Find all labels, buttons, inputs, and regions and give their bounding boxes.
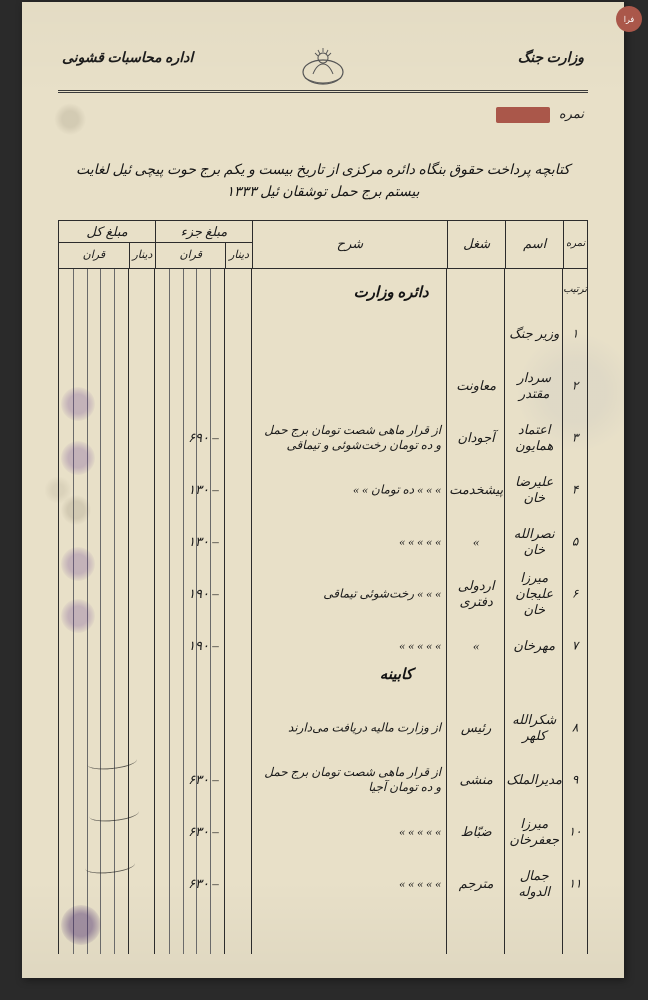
cell-minor-amount: ۶۹۰ – — [155, 430, 252, 446]
cell-desc: از قرار ماهی شصت تومان برج حمل و ده توما… — [252, 423, 447, 453]
cell-job: پیشخدمت — [447, 482, 505, 498]
cell-desc: » » » » » — [252, 825, 447, 840]
cell-name: مدیرالملک — [505, 772, 563, 788]
cell-rownum: ۲ — [563, 379, 587, 394]
cell-name: وزیر جنگ — [505, 326, 563, 342]
col-major-dinar: دینار — [129, 243, 155, 269]
cell-rownum: ۳ — [563, 431, 587, 446]
cell-rownum: ۷ — [563, 639, 587, 654]
cell-minor-amount: ۶۳۰ – — [155, 772, 252, 788]
document-number: نمره — [496, 106, 584, 123]
cell-name: جمال الدوله — [505, 868, 563, 900]
cell-rownum: ۱ — [563, 327, 587, 342]
section-heading-1: دائره وزارت — [354, 283, 429, 302]
col-job: شغل — [447, 221, 505, 269]
col-minor-group: مبلغ جزء — [155, 221, 252, 243]
cell-rownum: ۱۱ — [563, 877, 587, 892]
cell-job: اردولی دفتری — [447, 578, 505, 610]
header: اداره محاسبات قشونی وزارت جنگ — [58, 50, 588, 90]
table-row: ۸شکرالله کلهررئیساز وزارت مالیه دریافت م… — [59, 703, 587, 753]
table-row: ۶میرزا علیجان خاناردولی دفتری» » » رخت‌ش… — [59, 569, 587, 619]
cell-name: سردار مقتدر — [505, 370, 563, 402]
cell-job: ضبّاط — [447, 824, 505, 840]
col-minor-qiran: قران — [155, 243, 225, 269]
section-heading-2: کابینه — [380, 665, 413, 684]
header-left: اداره محاسبات قشونی — [62, 50, 193, 67]
cell-minor-amount: ۶۳۰ – — [155, 824, 252, 840]
cell-rownum: ۹ — [563, 773, 587, 788]
cell-minor-amount: ۱۳۰ – — [155, 482, 252, 498]
cell-desc: » » » » » — [252, 639, 447, 654]
table-row: ۴علیرضا خانپیشخدمت» » » ده تومان » »۱۳۰ … — [59, 465, 587, 515]
number-label: نمره — [559, 106, 584, 121]
col-name: اسم — [505, 221, 563, 269]
table-row: ۱۰میرزا جعفرخانضبّاط» » » » »۶۳۰ – — [59, 807, 587, 857]
cell-job: مترجم — [447, 876, 505, 892]
cell-desc: » » » ده تومان » » — [252, 483, 447, 498]
cell-minor-amount: ۱۹۰ – — [155, 638, 252, 654]
table-row: ۵نصرالله خان»» » » » »۱۳۰ – — [59, 517, 587, 567]
cell-name: مهرخان — [505, 638, 563, 654]
header-rule — [58, 90, 588, 93]
cell-minor-amount: ۱۳۰ – — [155, 534, 252, 550]
seal-stamp — [61, 495, 91, 525]
table-row: ۷مهرخان»» » » » »۱۹۰ – — [59, 621, 587, 671]
ledger-table: نمره ترتیب اسم شغل شرح مبلغ جزء مبلغ کل … — [58, 220, 588, 954]
seal-stamp — [61, 441, 95, 475]
seal-stamp — [61, 905, 101, 945]
document-title: کتابچه پرداخت حقوق بنگاه دائره مرکزی از … — [58, 160, 588, 205]
cell-desc: » » » » » — [252, 535, 447, 550]
content-area: اداره محاسبات قشونی وزارت جنگ نمره کتابچ… — [58, 50, 588, 958]
table-row: ۳اعتماد همایونآجوداناز قرار ماهی شصت توم… — [59, 413, 587, 463]
cell-name: اعتماد همایون — [505, 422, 563, 454]
cell-rownum: ۱۰ — [563, 825, 587, 840]
cell-job: منشی — [447, 772, 505, 788]
cell-rownum: ۸ — [563, 721, 587, 736]
seal-stamp — [61, 387, 95, 421]
cell-job: معاونت — [447, 378, 505, 394]
col-rownum: نمره ترتیب — [563, 221, 587, 269]
col-desc: شرح — [252, 221, 447, 269]
number-redaction — [496, 107, 550, 123]
header-right: وزارت جنگ — [518, 50, 584, 67]
seal-stamp — [61, 547, 95, 581]
coat-of-arms-emblem — [289, 44, 357, 88]
table-row: ۱وزیر جنگ — [59, 309, 587, 359]
cell-job: آجودان — [447, 430, 505, 446]
table-row: ۲سردار مقتدرمعاونت — [59, 361, 587, 411]
cell-rownum: ۵ — [563, 535, 587, 550]
document-paper: اداره محاسبات قشونی وزارت جنگ نمره کتابچ… — [22, 2, 624, 978]
cell-desc: » » » رخت‌شوئی تیماقی — [252, 587, 447, 602]
cell-minor-amount: ۱۹۰ – — [155, 586, 252, 602]
seal-stamp — [61, 599, 95, 633]
cell-desc: » » » » » — [252, 877, 447, 892]
cell-name: میرزا جعفرخان — [505, 816, 563, 848]
cell-job: رئیس — [447, 720, 505, 736]
cell-name: میرزا علیجان خان — [505, 570, 563, 618]
cell-desc: از قرار ماهی شصت تومان برج حمل و ده توما… — [252, 765, 447, 795]
table-row: ۱۱جمال الدولهمترجم» » » » »۶۳۰ – — [59, 859, 587, 909]
cell-name: شکرالله کلهر — [505, 712, 563, 744]
cell-rownum: ۶ — [563, 587, 587, 602]
table-row: ۹مدیرالملکمنشیاز قرار ماهی شصت تومان برج… — [59, 755, 587, 805]
table-head: نمره ترتیب اسم شغل شرح مبلغ جزء مبلغ کل … — [59, 221, 587, 269]
table-body: دائره وزارت ۱وزیر جنگ۲سردار مقتدرمعاونت۳… — [59, 269, 587, 954]
cell-rownum: ۴ — [563, 483, 587, 498]
col-major-group: مبلغ کل — [59, 221, 155, 243]
source-watermark-icon: فرا — [616, 6, 642, 32]
col-minor-dinar: دینار — [225, 243, 251, 269]
cell-minor-amount: ۶۳۰ – — [155, 876, 252, 892]
cell-job: » — [447, 638, 505, 654]
cell-job: » — [447, 534, 505, 550]
cell-name: علیرضا خان — [505, 474, 563, 506]
cell-desc: از وزارت مالیه دریافت می‌دارند — [252, 721, 447, 736]
cell-name: نصرالله خان — [505, 526, 563, 558]
col-major-qiran: قران — [59, 243, 129, 269]
